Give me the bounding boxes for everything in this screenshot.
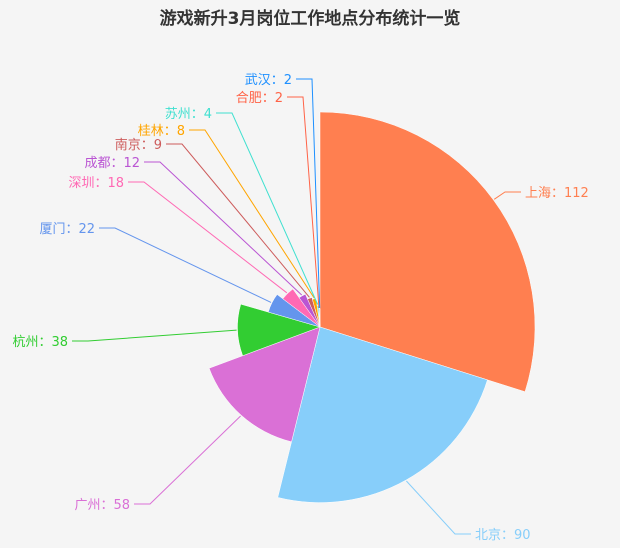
slice-上海[interactable] — [319, 111, 536, 393]
data-label-苏州: 苏州：4 — [165, 106, 212, 122]
data-label-武汉: 武汉：2 — [245, 73, 292, 88]
slice-厦门[interactable] — [267, 294, 321, 328]
slices-group — [208, 111, 536, 503]
leader-line-上海 — [493, 191, 521, 200]
slice-广州[interactable] — [208, 326, 321, 443]
leader-line-苏州 — [216, 112, 319, 305]
leader-line-武汉 — [296, 78, 321, 309]
data-label-南京: 南京：9 — [115, 137, 162, 153]
slice-深圳[interactable] — [282, 288, 321, 328]
data-label-合肥: 合肥：2 — [236, 91, 283, 106]
data-label-上海: 上海：112 — [525, 186, 589, 201]
data-label-桂林: 桂林：8 — [138, 124, 185, 139]
data-label-北京: 北京：90 — [475, 528, 531, 543]
slice-成都[interactable] — [298, 293, 321, 328]
leader-line-杭州 — [72, 329, 237, 342]
data-label-成都: 成都：12 — [84, 156, 140, 171]
slice-武汉[interactable] — [319, 308, 321, 328]
data-label-杭州: 杭州：38 — [12, 335, 68, 350]
leader-line-成都 — [144, 161, 303, 296]
data-label-厦门: 厦门：22 — [39, 222, 95, 237]
slice-杭州[interactable] — [237, 303, 321, 357]
leader-line-桂林 — [189, 129, 315, 299]
leader-line-南京 — [166, 143, 310, 298]
chart-title: 游戏新升3月岗位工作地点分布统计一览 — [160, 8, 461, 29]
slice-南京[interactable] — [307, 297, 321, 328]
leader-line-深圳 — [128, 181, 288, 294]
leader-line-厦门 — [99, 227, 272, 303]
data-label-深圳: 深圳：18 — [68, 176, 124, 191]
leader-lines-group — [72, 78, 521, 535]
data-label-广州: 广州：58 — [74, 498, 130, 513]
leader-line-广州 — [134, 415, 241, 505]
leader-line-北京 — [406, 480, 471, 535]
labels-group: 上海：112 北京：90 广州：58 杭州：38 厦门：22 深圳：18 成都：12 南京：9… — [12, 73, 588, 543]
leader-line-合肥 — [287, 96, 320, 309]
slice-桂林[interactable] — [312, 298, 321, 328]
slice-北京[interactable] — [277, 326, 488, 503]
